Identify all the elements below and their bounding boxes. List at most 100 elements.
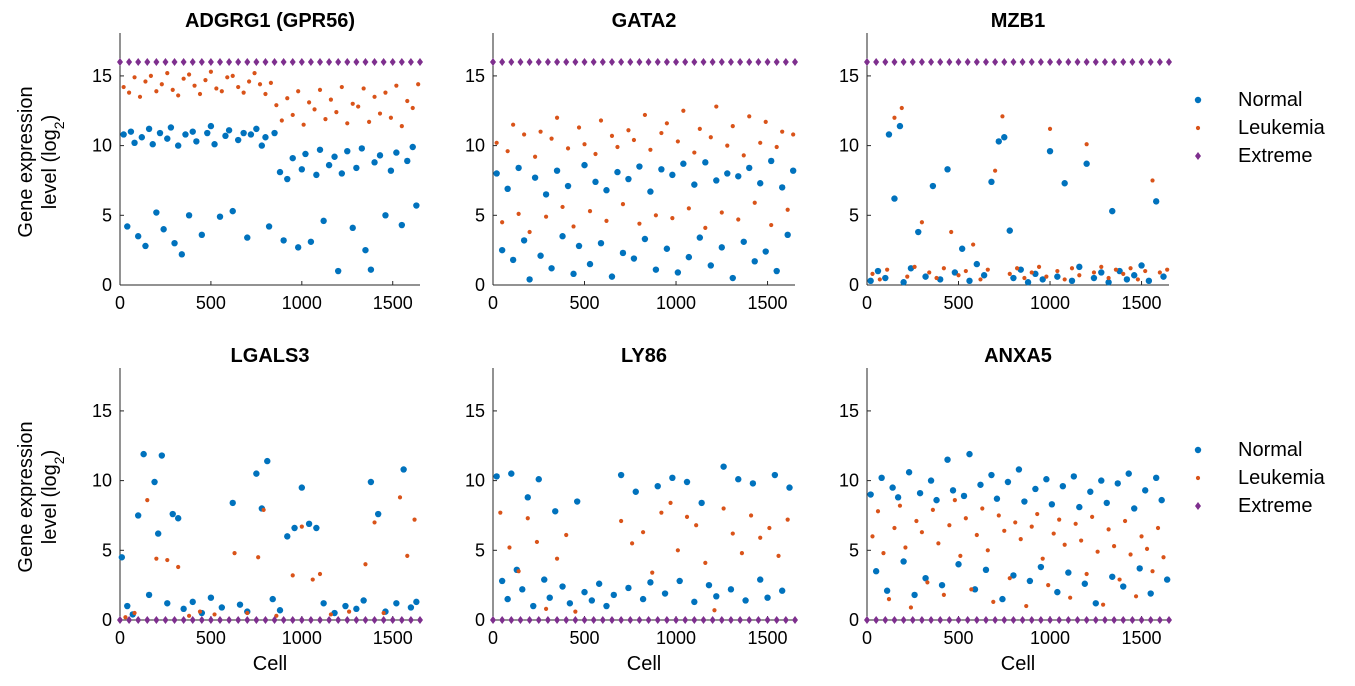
extreme-point [353,57,360,66]
normal-point [707,262,715,269]
leukemia-point [899,105,904,111]
normal-point [647,579,654,586]
x-tick-label: 1500 [748,628,788,648]
leukemia-point [1044,274,1049,279]
leukemia-point [1101,602,1106,607]
leukemia-point [993,168,998,173]
extreme-point [380,57,387,66]
y-tick-label: 15 [92,66,112,86]
normal-point [718,244,725,251]
extreme-point [891,616,898,624]
leukemia-point [245,610,250,616]
extreme-point [398,616,405,624]
normal-point [265,223,273,230]
panel-title: LY86 [621,345,667,367]
leukemia-point [930,507,935,512]
series-leukemia [494,104,796,235]
extreme-point [755,57,762,66]
extreme-point [1138,57,1145,66]
y-axis-label-line: ) [39,450,61,457]
normal-point [900,558,907,565]
normal-point [371,159,378,166]
normal-point [938,581,946,589]
extreme-point [389,616,396,624]
normal-point [154,530,162,537]
extreme-point [398,57,405,66]
leukemia-point [971,242,976,247]
leukemia-point [780,129,785,134]
extreme-point [144,57,151,66]
normal-point [520,237,528,244]
leukemia-point [1018,537,1023,542]
x-axis-label: Cell [253,653,287,675]
leukemia-point [219,89,224,94]
normal-point [905,469,913,476]
normal-point [891,195,898,202]
leukemia-point [1069,266,1075,271]
normal-point [1068,277,1076,285]
leukemia-point [494,140,499,145]
normal-point [193,138,200,145]
normal-point [944,456,951,463]
extreme-point [271,616,278,624]
leukemia-point [881,550,886,556]
normal-point [264,457,271,465]
normal-point [988,471,995,479]
leukemia-point [165,71,170,76]
y-axis-label-line: level (log [39,464,61,544]
leukemia-point [1099,264,1104,269]
normal-point [771,471,779,479]
leukemia-point [121,84,126,90]
leukemia-point [323,117,328,122]
normal-point [1083,160,1090,167]
leukemia-point [159,82,164,87]
extreme-point [317,57,323,66]
leukemia-point [897,503,903,508]
normal-point [298,166,306,173]
normal-point [493,473,500,480]
extreme-point [792,57,798,66]
extreme-point [262,616,269,624]
extreme-point [1147,57,1154,66]
normal-point [236,601,244,608]
extreme-point [1028,57,1035,66]
extreme-point [928,616,935,624]
leukemia-point [952,498,957,503]
normal-point [698,499,705,507]
normal-point [413,598,420,606]
extreme-point [627,57,634,66]
extreme-point [955,616,962,624]
leukemia-point [1133,594,1139,599]
extreme-point [508,57,515,66]
leukemia-point [703,560,708,565]
leukemia-point [1000,114,1005,119]
extreme-point [126,57,133,66]
normal-point [614,168,621,176]
extreme-point [773,616,780,624]
normal-point [247,131,255,138]
normal-point [705,581,713,589]
normal-point [896,122,904,130]
leukemia-point [366,119,372,125]
extreme-point [554,616,561,624]
leukemia-point [908,605,914,610]
x-tick-label: 1500 [373,293,413,313]
normal-point [874,267,882,275]
y-tick-label: 5 [475,205,485,225]
leukemia-point [274,613,279,618]
leukemia-point [571,224,576,229]
leukemia-point [774,144,779,150]
extreme-point [563,616,570,624]
normal-point [1098,477,1105,484]
normal-point [164,135,171,142]
extreme-point [499,616,506,624]
leukemia-point [1128,266,1133,271]
x-tick-label: 1000 [1030,293,1070,313]
normal-point [625,584,632,592]
normal-point [762,248,769,255]
normal-point [1136,565,1143,572]
legend-marker-leukemia [1195,475,1201,481]
leukemia-point [256,555,261,560]
panel-title: ADGRG1 (GPR56) [185,10,355,32]
leukemia-point [903,545,908,550]
